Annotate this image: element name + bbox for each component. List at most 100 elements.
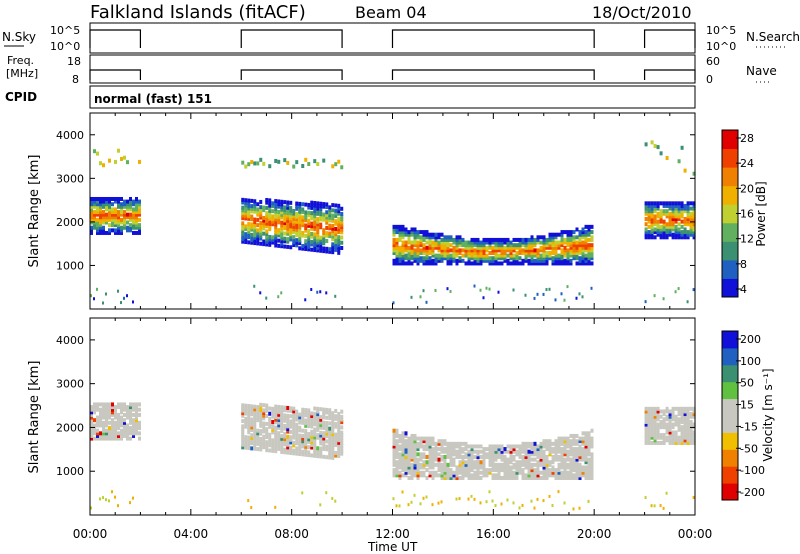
echo-cell xyxy=(108,412,111,417)
echo-cell xyxy=(533,444,537,449)
echo-cell xyxy=(256,431,260,436)
echo-cell xyxy=(283,434,287,439)
echo-cell xyxy=(551,248,555,253)
echo-cell xyxy=(99,415,102,420)
echo-cell xyxy=(277,243,281,248)
echo-cell xyxy=(575,261,579,266)
echo-cell xyxy=(416,240,420,245)
echo-cell xyxy=(274,420,278,425)
echo-cell xyxy=(575,473,579,478)
echo-cell xyxy=(123,412,126,417)
echo-cell xyxy=(250,428,254,433)
echo-cell xyxy=(521,240,525,245)
nsearch-label: N.Search xyxy=(746,30,800,44)
echo-cell xyxy=(310,205,314,210)
echo-cell xyxy=(530,248,534,253)
echo-cell xyxy=(259,431,263,436)
colorbar-tick-label: 50 xyxy=(740,377,754,390)
echo-cell xyxy=(322,454,326,459)
echo-cell xyxy=(545,441,549,446)
echo-cell xyxy=(521,258,525,263)
echo-cell xyxy=(132,407,135,412)
echo-cell xyxy=(668,211,672,216)
echo-cell xyxy=(102,496,104,500)
echo-cell xyxy=(304,450,308,455)
echo-cell xyxy=(413,452,417,457)
echo-cell xyxy=(575,447,579,452)
echo-cell xyxy=(108,431,111,436)
echo-cell xyxy=(313,248,317,253)
echo-cell xyxy=(548,245,552,250)
echo-cell xyxy=(530,240,534,245)
echo-cell xyxy=(120,410,123,415)
echo-cell xyxy=(295,409,299,414)
echo-cell xyxy=(286,408,290,413)
echo-cell xyxy=(473,237,477,242)
echo-cell xyxy=(280,434,284,439)
echo-cell xyxy=(111,207,114,212)
echo-cell xyxy=(392,449,396,454)
echo-cell xyxy=(689,217,693,222)
echo-cell xyxy=(650,227,654,232)
echo-cell xyxy=(653,217,657,222)
echo-cell xyxy=(485,237,489,242)
echo-cell xyxy=(656,214,660,219)
echo-cell xyxy=(503,470,507,475)
echo-cell xyxy=(680,414,684,419)
echo-cell xyxy=(461,447,465,452)
echo-cell xyxy=(455,452,459,457)
echo-cell xyxy=(482,457,486,462)
echo-cell xyxy=(461,441,465,446)
echo-cell xyxy=(253,423,257,428)
echo-cell xyxy=(542,457,546,462)
echo-cell xyxy=(662,438,666,443)
echo-cell xyxy=(674,203,678,208)
echo-cell xyxy=(575,433,579,438)
echo-cell xyxy=(395,441,399,446)
echo-cell xyxy=(686,438,690,443)
echo-cell xyxy=(407,457,411,462)
echo-cell xyxy=(268,440,272,445)
echo-cell xyxy=(443,237,447,242)
echo-cell xyxy=(259,220,263,225)
echo-cell xyxy=(425,261,429,266)
echo-cell xyxy=(590,444,594,449)
echo-cell xyxy=(114,223,117,228)
echo-cell xyxy=(253,446,257,451)
echo-cell xyxy=(271,427,275,432)
echo-cell xyxy=(319,290,322,294)
echo-cell xyxy=(560,470,564,475)
echo-cell xyxy=(123,402,126,407)
echo-cell xyxy=(431,473,435,478)
echo-cell xyxy=(644,422,648,427)
echo-cell xyxy=(292,240,296,245)
echo-cell xyxy=(569,243,573,248)
date-label: 18/Oct/2010 xyxy=(592,3,692,22)
echo-cell xyxy=(527,253,531,258)
echo-cell xyxy=(491,499,494,503)
echo-cell xyxy=(419,295,422,299)
echo-cell xyxy=(307,445,311,450)
echo-cell xyxy=(307,247,311,252)
echo-cell xyxy=(292,417,296,422)
echo-cell xyxy=(328,426,332,431)
echo-cell xyxy=(108,428,111,433)
echo-cell xyxy=(132,300,134,304)
echo-cell xyxy=(425,232,429,237)
echo-cell xyxy=(123,407,126,412)
echo-cell xyxy=(572,253,576,258)
echo-cell xyxy=(404,248,408,253)
echo-cell xyxy=(322,249,326,254)
echo-cell xyxy=(647,406,651,411)
echo-cell xyxy=(494,237,498,242)
echo-cell xyxy=(337,206,341,211)
echo-cell xyxy=(437,441,441,446)
echo-cell xyxy=(108,210,111,215)
echo-cell xyxy=(250,409,254,414)
echo-cell xyxy=(416,235,420,240)
echo-cell xyxy=(102,220,105,225)
echo-cell xyxy=(542,292,545,296)
echo-cell xyxy=(524,454,528,459)
echo-cell xyxy=(401,490,404,494)
echo-cell xyxy=(132,223,135,228)
